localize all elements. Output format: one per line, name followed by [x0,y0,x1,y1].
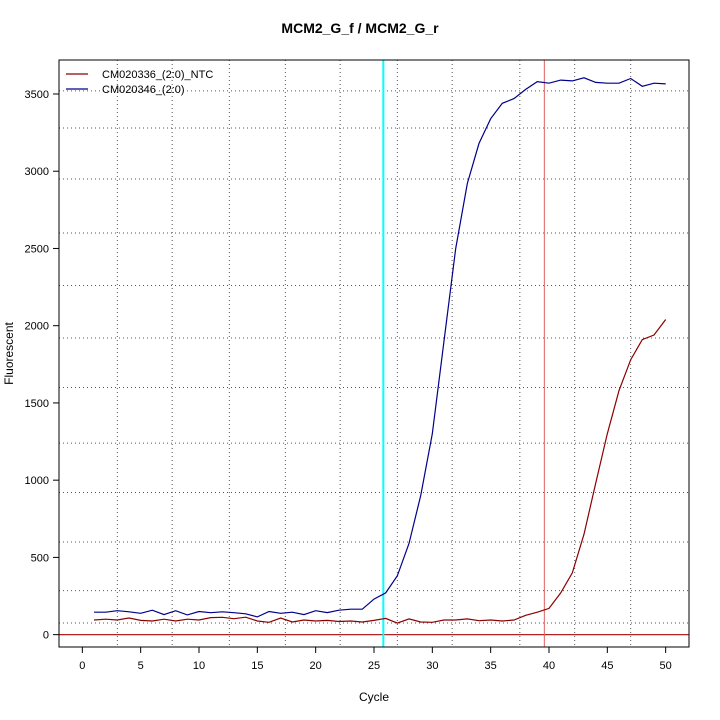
y-tick-label: 1500 [25,398,49,410]
y-tick-label: 3500 [25,89,49,101]
axes: 0 5 10 15 20 25 30 35 40 45 5005001000150020002500… [25,89,672,672]
x-tick-label: 20 [310,660,322,672]
x-tick-label: 5 [138,660,144,672]
y-axis-label: Fluorescent [2,321,16,384]
x-tick-label: 15 [251,660,263,672]
y-tick-label: 500 [31,552,49,564]
legend-label: CM020336_(2:0)_NTC [102,69,213,81]
x-tick-label: 25 [368,660,380,672]
plot-frame [58,59,690,648]
x-tick-label: 45 [601,660,613,672]
y-tick-label: 2500 [25,243,49,255]
x-tick-label: 50 [660,660,672,672]
y-tick-label: 0 [43,630,49,642]
x-tick-label: 35 [485,660,497,672]
reference-lines [59,60,689,647]
chart-title: MCM2_G_f / MCM2_G_r [281,20,439,36]
y-tick-label: 3000 [25,166,49,178]
legend: CM020336_(2:0)_NTC CM020346_(2:0) [66,69,213,96]
legend-label: CM020346_(2:0) [102,84,185,96]
y-tick-label: 1000 [25,475,49,487]
y-tick-label: 2000 [25,321,49,333]
series-lines [93,77,667,624]
series-line [93,319,667,624]
x-axis-label: Cycle [359,690,389,704]
series-line [94,77,666,618]
x-tick-label: 40 [543,660,555,672]
x-tick-label: 0 [79,660,85,672]
grid [59,60,689,647]
x-tick-label: 10 [193,660,205,672]
x-tick-label: 30 [426,660,438,672]
